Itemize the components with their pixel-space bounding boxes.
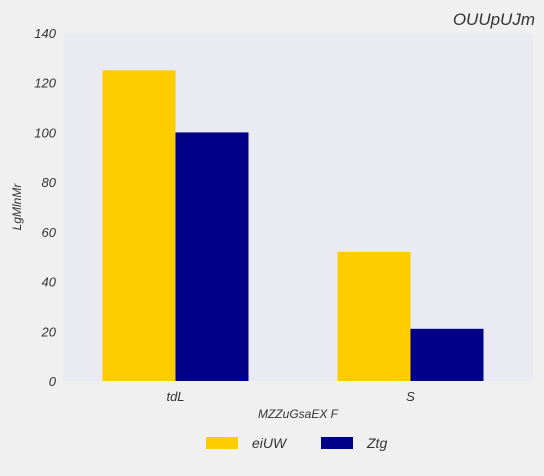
x-axis-label: MZZuGsaEX F (258, 407, 339, 421)
bar-eiUW-tdL (102, 70, 176, 382)
bars (102, 70, 484, 382)
y-tick-label: 80 (42, 175, 57, 190)
chart-title: OUUpUJm (453, 10, 535, 29)
y-tick-label: 120 (34, 76, 56, 91)
x-tick-label: S (406, 389, 415, 404)
legend-swatch (206, 437, 238, 449)
y-axis-ticks: 0 20 40 60 80 100 120 140 (34, 26, 56, 389)
legend-swatch (321, 437, 353, 449)
y-tick-label: 0 (49, 374, 57, 389)
bar-eiUW-S (337, 251, 411, 381)
bar-Ztg-S (410, 328, 484, 381)
x-tick-label: tdL (166, 389, 184, 404)
y-tick-label: 100 (34, 125, 56, 140)
y-axis-label: LgMlnMr (10, 183, 24, 231)
y-tick-label: 60 (42, 225, 57, 240)
bar-Ztg-tdL (175, 132, 249, 381)
legend-label: Ztg (366, 435, 387, 451)
legend-label: eiUW (252, 435, 288, 451)
y-tick-label: 40 (42, 275, 57, 290)
legend: eiUW Ztg (206, 435, 387, 451)
y-tick-label: 20 (41, 324, 57, 339)
y-tick-label: 140 (34, 26, 56, 41)
x-axis-ticks: tdL S (166, 389, 415, 404)
